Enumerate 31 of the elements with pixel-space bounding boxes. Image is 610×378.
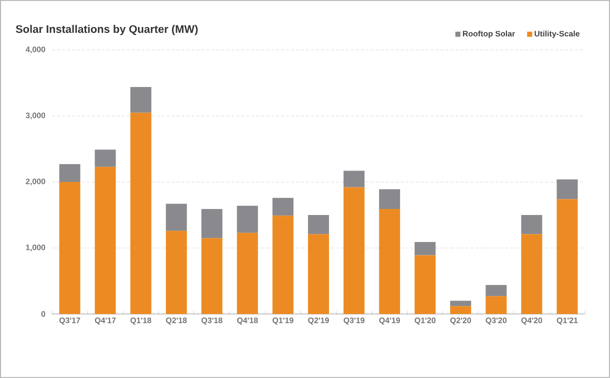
bar [414, 242, 436, 256]
bar [201, 209, 222, 238]
bar [486, 284, 507, 296]
bar [236, 206, 258, 233]
bar [130, 112, 152, 314]
bar [521, 234, 542, 314]
bar [94, 166, 116, 314]
bar [308, 234, 330, 314]
chart-title: Solar Installations by Quarter (MW) [16, 24, 198, 36]
bar [201, 238, 222, 314]
bar [344, 170, 365, 188]
bar [94, 150, 116, 167]
bar [486, 296, 507, 314]
bar [414, 255, 436, 314]
bar [556, 199, 578, 314]
bar [556, 179, 578, 200]
bar [272, 216, 294, 314]
bar [450, 300, 472, 306]
bar [308, 215, 330, 234]
bar [59, 164, 80, 182]
bar [379, 189, 400, 210]
bar [379, 209, 400, 314]
bar [272, 198, 294, 216]
bar [450, 306, 472, 314]
bar [130, 86, 152, 113]
bar [59, 182, 80, 314]
bar [236, 232, 258, 314]
bar [521, 215, 542, 234]
bar [166, 230, 187, 314]
bar [344, 187, 365, 314]
bar [166, 204, 187, 231]
